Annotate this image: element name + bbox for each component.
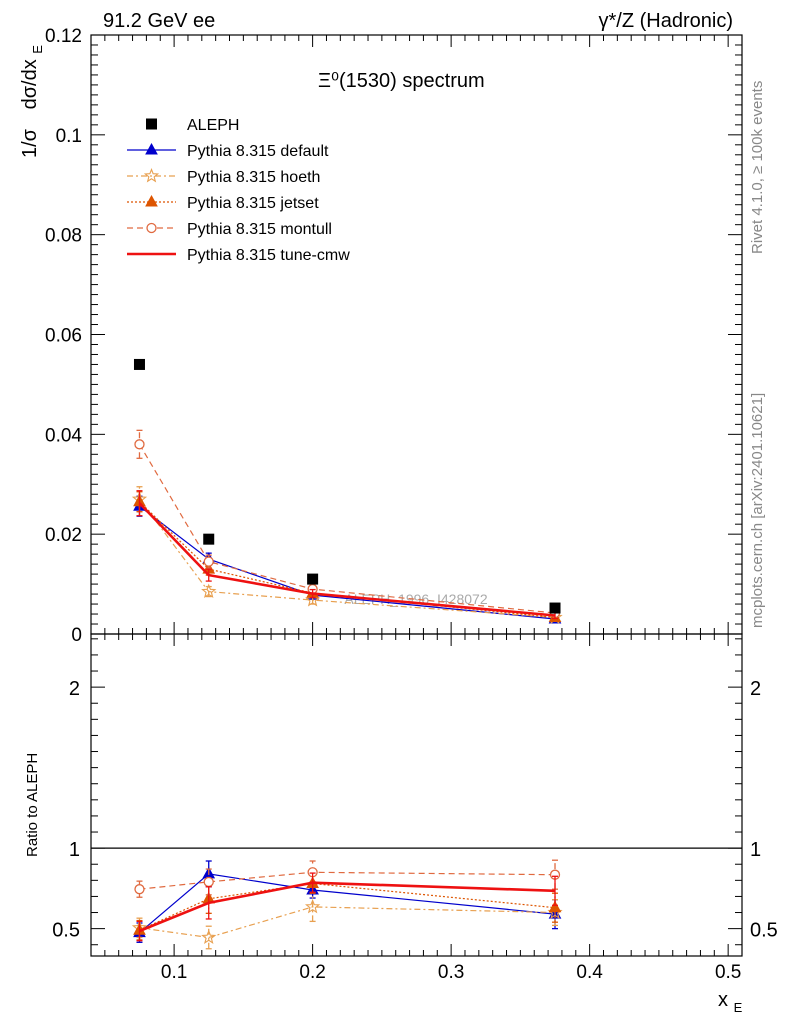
axis-ticks: 0.1 0.2 0.3 0.4 0.5 0 0.02 0.04 0.06 0.08 0.1 0.12 0… — [45, 26, 778, 983]
ratio-y-tick-label: 1 — [69, 839, 80, 861]
x-tick-label: 0.4 — [576, 962, 603, 983]
y-axis-label-prefix: 1/σ — [19, 128, 41, 158]
y-tick-label: 0.08 — [45, 226, 82, 247]
point-pythia-8-315-montull — [203, 556, 214, 567]
ratio-point-pythia-8-315-montull — [203, 876, 214, 888]
legend-marker-pythia-8-315-montull — [146, 222, 157, 234]
point-pythia-8-315-hoeth — [201, 583, 217, 599]
series-line-pythia-8-315-montull — [138, 443, 556, 614]
series-lines — [131, 429, 563, 625]
ratio-y-tick-label-right: 1 — [750, 839, 761, 861]
y-tick-label: 0.06 — [45, 326, 82, 347]
ratio-point-pythia-8-315-hoeth — [304, 898, 321, 914]
x-axis-label-sub: E — [734, 1000, 743, 1015]
point-pythia-8-315-hoeth — [304, 592, 321, 607]
ratio-point-pythia-8-315-hoeth — [201, 929, 217, 944]
legend: ALEPH Pythia 8.315 default Pythia 8.315 ho… — [127, 117, 350, 264]
process-label: γ*/Z (Hadronic) — [599, 10, 733, 32]
ratio-point-pythia-8-315-jetset — [548, 900, 562, 913]
y-axis-label: 1/σ dσ/dx E — [19, 45, 45, 158]
legend-marker-pythia-8-315-default — [145, 142, 158, 155]
ratio-panel-frame — [90, 633, 743, 957]
y-tick-label: 0.12 — [45, 26, 82, 47]
aleph-data-point — [203, 533, 215, 545]
series-line-pythia-8-315-hoeth — [139, 498, 556, 619]
ratio-y-tick-label: 0.5 — [52, 920, 80, 942]
ratio-y-tick-label: 2 — [69, 678, 80, 700]
ratio-y-axis-label: Ratio to ALEPH — [24, 753, 41, 857]
data-points — [133, 358, 561, 614]
ratio-line-pythia-8-315-default — [139, 873, 556, 934]
rivet-label: Rivet 4.1.0, ≥ 100k events — [749, 81, 766, 254]
energy-label: 91.2 GeV ee — [103, 10, 215, 32]
ratio-line-pythia-8-315-jetset — [139, 882, 556, 931]
legend-label: ALEPH — [187, 117, 239, 134]
point-pythia-8-315-montull — [134, 439, 145, 450]
x-tick-label: 0.5 — [715, 962, 741, 983]
ratio-lines — [91, 847, 742, 950]
series-line-pythia-8-315-tune-cmw — [138, 502, 556, 617]
legend-marker-pythia-8-315-hoeth — [143, 167, 160, 183]
mcplots-label: mcplots.cern.ch [arXiv:2401.10621] — [749, 393, 766, 628]
series-line-pythia-8-315-default — [139, 505, 556, 620]
legend-label: Pythia 8.315 montull — [187, 221, 332, 238]
aleph-data-point — [307, 573, 319, 585]
x-axis-label-main: x — [718, 989, 728, 1011]
legend-marker-aleph — [146, 118, 157, 130]
x-axis-label: x E — [718, 989, 743, 1015]
legend-label: Pythia 8.315 tune-cmw — [187, 247, 350, 264]
x-tick-label: 0.2 — [299, 962, 325, 983]
legend-marker-pythia-8-315-jetset — [145, 194, 158, 207]
y-axis-label-sub: E — [30, 45, 45, 54]
y-tick-label: 0 — [71, 625, 82, 646]
y-tick-label: 0.1 — [56, 126, 82, 147]
y-axis-label-main: dσ/dx — [19, 59, 41, 109]
aleph-data-point — [549, 602, 561, 614]
aleph-data-point — [133, 358, 145, 370]
y-tick-label: 0.02 — [45, 525, 82, 546]
ratio-line-pythia-8-315-hoeth — [139, 906, 556, 939]
ratio-point-pythia-8-315-montull — [134, 884, 145, 895]
ratio-y-tick-label-right: 0.5 — [750, 920, 778, 942]
x-tick-label: 0.3 — [438, 962, 464, 983]
ratio-y-tick-label-right: 2 — [750, 678, 761, 700]
x-tick-label: 0.1 — [161, 962, 187, 983]
ratio-line-pythia-8-315-montull — [139, 871, 556, 890]
legend-label: Pythia 8.315 hoeth — [187, 169, 320, 186]
legend-label: Pythia 8.315 default — [187, 143, 329, 160]
chart-title: Ξ⁰(1530) spectrum — [318, 70, 485, 92]
legend-label: Pythia 8.315 jetset — [187, 195, 319, 212]
y-tick-label: 0.04 — [45, 425, 82, 446]
ratio-line-pythia-8-315-tune-cmw — [139, 881, 556, 933]
